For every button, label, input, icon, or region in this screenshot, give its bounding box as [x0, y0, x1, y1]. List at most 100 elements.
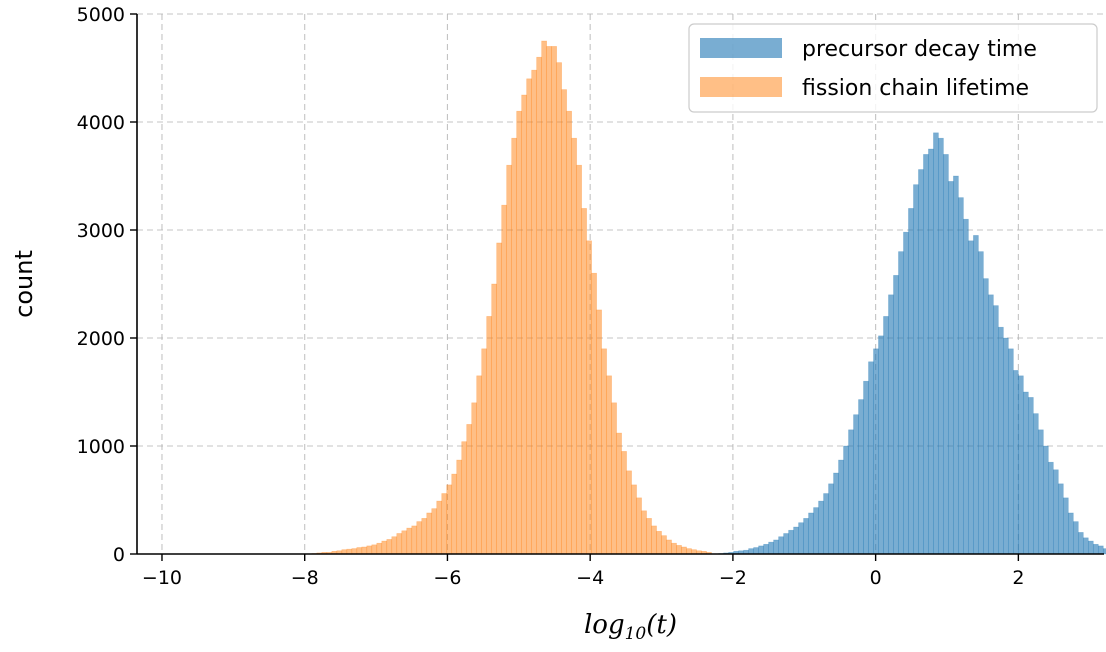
x-tick-label: 2 — [1012, 567, 1024, 589]
histogram-bar — [496, 242, 502, 555]
histogram-bar — [431, 508, 438, 555]
histogram-bar — [541, 40, 547, 555]
histogram-bar — [546, 46, 552, 555]
histogram-bar — [1063, 497, 1069, 555]
histogram-bar — [486, 316, 492, 555]
histogram-bar — [606, 375, 612, 555]
histogram-bar — [1083, 537, 1089, 555]
histogram-bar — [476, 375, 482, 555]
y-tick-label: 5000 — [77, 4, 125, 26]
histogram-bar — [1048, 461, 1054, 555]
histogram-bar — [873, 348, 879, 555]
histogram-bar — [516, 110, 522, 555]
histogram-bar — [641, 510, 647, 555]
histogram-bar — [843, 445, 849, 555]
histogram-bar — [1068, 512, 1074, 555]
histogram-bar — [1008, 348, 1014, 555]
histogram-bar — [511, 137, 517, 555]
histogram-bar — [401, 530, 408, 555]
histogram-bar — [421, 518, 428, 555]
series-precursor — [718, 132, 1106, 555]
histogram-bar — [768, 541, 774, 555]
histogram-bar — [753, 547, 759, 555]
histogram-bar — [1043, 445, 1049, 555]
histogram-bar — [1013, 370, 1019, 555]
histogram-bar — [361, 546, 368, 555]
histogram-bar — [1087, 540, 1094, 555]
histogram-bar — [863, 380, 869, 555]
histogram-bar — [993, 305, 999, 555]
histogram-bar — [983, 278, 989, 555]
histogram-bar — [446, 484, 453, 555]
histogram-bar — [953, 175, 959, 555]
x-axis-title-argument: (t) — [646, 610, 677, 640]
histogram-bar — [913, 184, 919, 555]
x-tick-label: −8 — [291, 567, 319, 589]
histogram-bar — [948, 181, 954, 555]
histogram-bar — [596, 309, 602, 555]
histogram-bar — [586, 240, 592, 555]
x-tick-label: −2 — [719, 567, 747, 589]
histogram-bar — [616, 432, 622, 555]
histogram-bar — [933, 132, 939, 555]
histogram-bar — [978, 251, 984, 555]
histogram-bar — [501, 204, 507, 555]
histogram-bar — [988, 294, 994, 555]
histogram-bar — [883, 316, 889, 555]
y-tick-label: 4000 — [77, 112, 125, 134]
histogram-bar — [818, 500, 824, 555]
histogram-bar — [471, 402, 477, 555]
legend-swatch-fission — [700, 77, 782, 97]
histogram-bar — [591, 272, 597, 555]
histogram-bar — [601, 348, 607, 555]
histogram-bar — [798, 522, 804, 555]
histogram-bar — [813, 507, 819, 555]
histogram-bar — [636, 497, 642, 555]
histogram-bar — [411, 525, 418, 555]
histogram-bar — [376, 542, 383, 555]
histogram-bar — [436, 500, 443, 555]
histogram-bar — [848, 429, 854, 555]
histogram-bar — [833, 472, 839, 555]
histogram-bar — [803, 518, 809, 555]
histogram-bar — [968, 240, 974, 555]
histogram-bar — [918, 169, 924, 555]
legend-label-fission: fission chain lifetime — [802, 76, 1029, 101]
histogram-bar — [778, 536, 784, 555]
histogram-bar — [656, 531, 662, 555]
histogram-bar — [853, 414, 859, 555]
histogram-bar — [943, 154, 949, 555]
histogram-bar — [748, 548, 754, 555]
histogram-bar — [823, 493, 829, 555]
histogram-bar — [666, 539, 672, 555]
histogram-bar — [356, 547, 363, 555]
histogram-bar — [676, 545, 682, 555]
histogram-bar — [571, 137, 577, 555]
histogram-bar — [566, 110, 572, 555]
histogram-bar — [773, 539, 779, 555]
histogram-bar — [396, 533, 403, 555]
histogram-bar — [1097, 545, 1104, 555]
legend-swatch-precursor — [700, 38, 782, 58]
series-fission — [311, 40, 712, 555]
histogram-bar — [888, 294, 894, 555]
histogram-bar — [788, 529, 794, 555]
histogram-bar — [1018, 375, 1024, 555]
histogram-bar — [858, 399, 864, 555]
histogram-bar — [938, 137, 944, 555]
histogram-bar — [386, 539, 393, 555]
histogram-bar — [626, 470, 632, 555]
x-tick-label: −4 — [576, 567, 604, 589]
histogram-bar — [426, 512, 433, 555]
histogram-bar — [763, 543, 769, 555]
histogram-bar — [371, 544, 378, 555]
histogram-bar — [521, 94, 527, 555]
histogram-bar — [998, 326, 1004, 555]
axes-layer — [136, 14, 1104, 555]
x-axis-title: log10(t) — [584, 610, 677, 644]
histogram-bar — [671, 542, 677, 555]
histogram-bar — [893, 275, 899, 555]
histogram-bar — [491, 283, 497, 555]
y-axis-title: count — [10, 250, 38, 318]
